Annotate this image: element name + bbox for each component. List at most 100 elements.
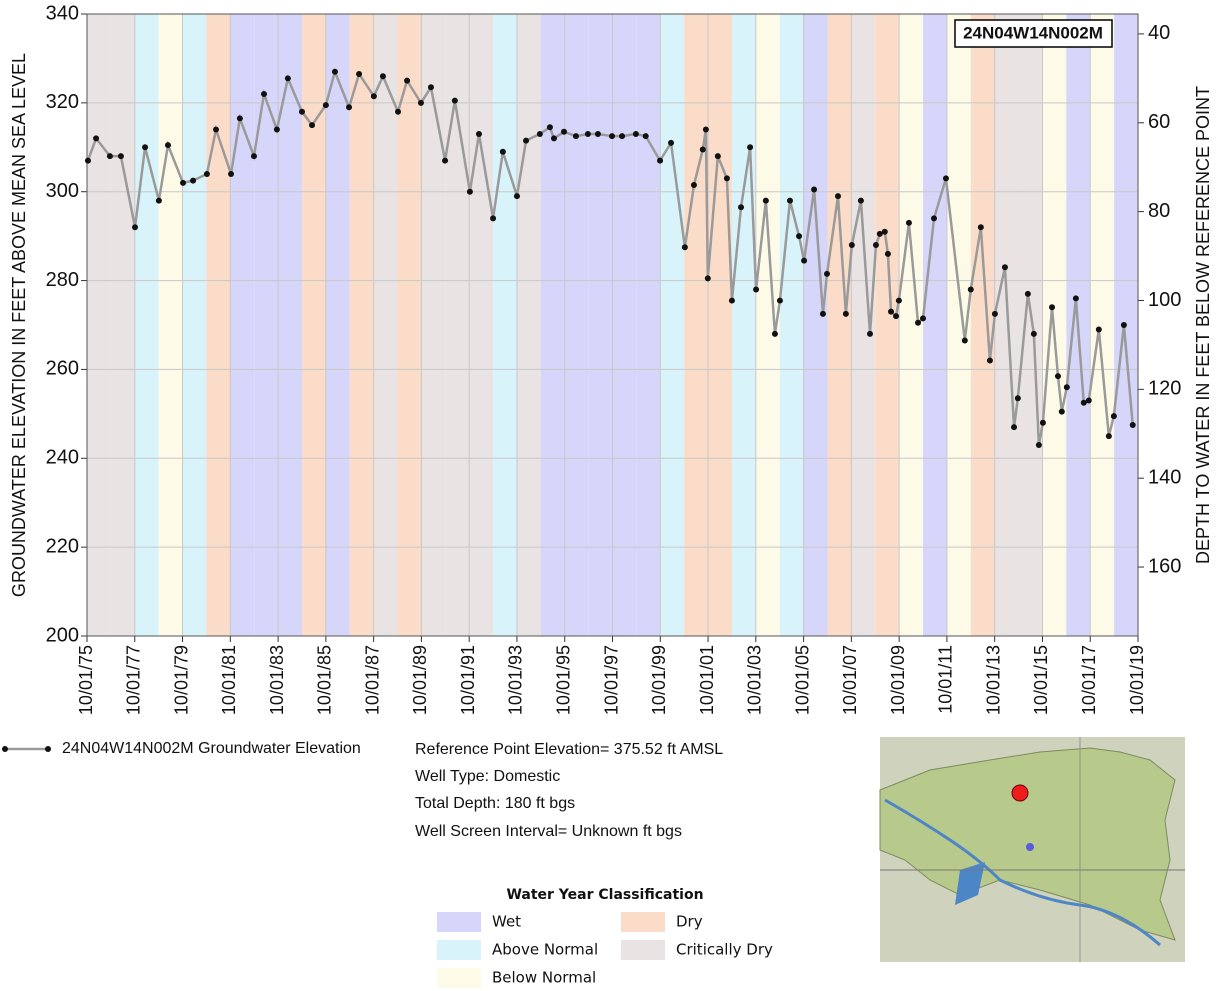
data-point	[190, 178, 196, 184]
x-tick-label: 10/01/91	[458, 645, 478, 715]
data-point	[1025, 291, 1031, 297]
data-point	[156, 198, 162, 204]
classification-title: Water Year Classification	[506, 887, 703, 903]
data-point	[943, 175, 949, 181]
data-point	[299, 109, 305, 115]
water-year-band	[613, 14, 637, 636]
classification-label: Above Normal	[492, 941, 598, 959]
data-point	[356, 71, 362, 77]
data-point	[85, 158, 91, 164]
water-year-band	[995, 14, 1019, 636]
x-tick-label: 10/01/89	[410, 645, 430, 715]
data-point	[796, 233, 802, 239]
data-point	[849, 242, 855, 248]
data-point	[332, 69, 338, 75]
water-year-band	[350, 14, 374, 636]
y-tick-label: 260	[46, 358, 79, 380]
data-point	[1121, 322, 1127, 328]
water-year-band	[230, 14, 254, 636]
water-year-band	[135, 14, 159, 636]
x-tick-label: 10/01/01	[697, 645, 717, 715]
water-year-band	[923, 14, 947, 636]
data-point	[633, 131, 639, 137]
data-point	[442, 158, 448, 164]
data-point	[835, 193, 841, 199]
x-tick-label: 10/01/17	[1079, 645, 1099, 715]
data-point	[107, 153, 113, 159]
water-year-band	[493, 14, 517, 636]
water-year-band	[159, 14, 183, 636]
data-point	[165, 142, 171, 148]
x-tick-label: 10/01/13	[983, 645, 1003, 715]
y-tick-label: 280	[46, 269, 79, 291]
data-point	[978, 224, 984, 230]
data-point	[763, 198, 769, 204]
water-year-band	[445, 14, 469, 636]
water-year-band	[374, 14, 398, 636]
data-point	[467, 189, 473, 195]
y-tick-label: 340	[46, 2, 79, 24]
water-year-band	[398, 14, 422, 636]
water-year-band	[421, 14, 445, 636]
y2-tick-label: 40	[1148, 22, 1170, 44]
data-point	[992, 311, 998, 317]
data-point	[657, 158, 663, 164]
data-point	[180, 180, 186, 186]
y-tick-label: 300	[46, 180, 79, 202]
data-point	[323, 102, 329, 108]
data-point	[885, 251, 891, 257]
classification-swatch	[437, 912, 481, 932]
data-point	[404, 78, 410, 84]
data-point	[1049, 304, 1055, 310]
x-tick-label: 10/01/03	[745, 645, 765, 715]
map-marker	[1026, 843, 1034, 851]
data-point	[962, 338, 968, 344]
data-point	[561, 129, 567, 135]
data-point	[1002, 264, 1008, 270]
data-point	[261, 91, 267, 97]
water-year-band	[636, 14, 660, 636]
classification-swatch	[621, 940, 665, 960]
data-point	[867, 331, 873, 337]
y2-axis-label: DEPTH TO WATER IN FEET BELOW REFERENCE P…	[1193, 86, 1213, 564]
water-year-band	[875, 14, 899, 636]
data-point	[882, 229, 888, 235]
water-year-band	[780, 14, 804, 636]
data-point	[428, 84, 434, 90]
x-tick-label: 10/01/85	[315, 645, 335, 715]
data-point	[820, 311, 826, 317]
data-point	[514, 193, 520, 199]
data-point	[700, 147, 706, 153]
water-year-band	[804, 14, 828, 636]
data-point	[888, 309, 894, 315]
data-point	[1086, 398, 1092, 404]
data-point	[1073, 295, 1079, 301]
x-tick-label: 10/01/75	[76, 645, 96, 715]
x-tick-label: 10/01/79	[171, 645, 191, 715]
data-point	[811, 186, 817, 192]
water-year-band	[111, 14, 135, 636]
data-point	[274, 127, 280, 133]
data-point	[873, 242, 879, 248]
data-point	[1015, 395, 1021, 401]
data-point	[346, 104, 352, 110]
classification-label: Wet	[492, 913, 521, 931]
water-year-band	[469, 14, 493, 636]
x-tick-label: 10/01/93	[506, 645, 526, 715]
water-year-band	[660, 14, 684, 636]
x-tick-label: 10/01/87	[362, 645, 382, 715]
data-point	[987, 358, 993, 364]
x-tick-label: 10/01/09	[888, 645, 908, 715]
data-point	[858, 198, 864, 204]
data-point	[753, 286, 759, 292]
legend: 24N04W14N002M Groundwater ElevationWetDr…	[2, 740, 773, 988]
x-tick-label: 10/01/11	[936, 645, 956, 714]
data-point	[537, 131, 543, 137]
data-point	[585, 131, 591, 137]
annotation: Total Depth: 180 ft bgs	[415, 795, 575, 812]
data-point	[1106, 433, 1112, 439]
x-tick-label: 10/01/99	[649, 645, 669, 715]
data-point	[551, 135, 557, 141]
x-tick-label: 10/01/95	[553, 645, 573, 715]
data-point	[1064, 384, 1070, 390]
